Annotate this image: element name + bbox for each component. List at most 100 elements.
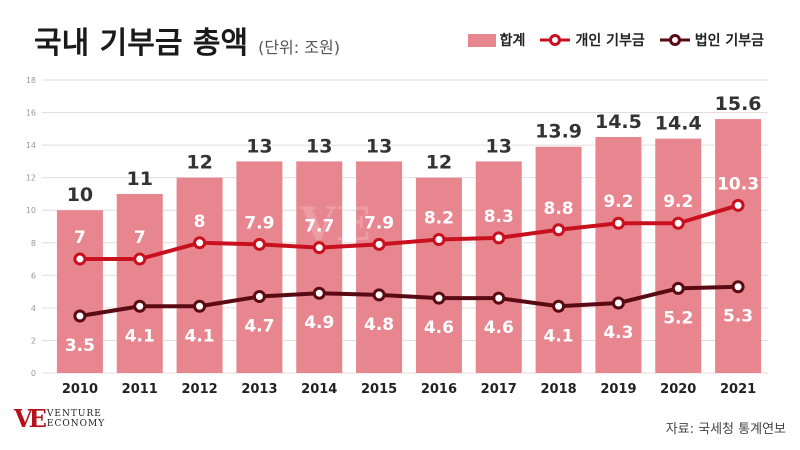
marker-corporate — [193, 299, 207, 313]
individual-value-label: 8.3 — [484, 207, 514, 227]
chart-title: 국내 기부금 총액 — [34, 26, 249, 61]
marker-corporate — [312, 286, 326, 300]
corporate-value-label: 4.9 — [304, 313, 334, 333]
corporate-value-label: 4.6 — [484, 318, 514, 338]
bar-total — [296, 161, 343, 373]
y-tick-label: 12 — [26, 174, 36, 183]
logo: VE VENTURE ECONOMY — [14, 404, 105, 433]
x-tick-label: 2017 — [481, 382, 517, 397]
legend-corporate-swatch — [659, 34, 690, 46]
bar-value-label: 11 — [127, 168, 153, 190]
bar-total — [116, 193, 163, 373]
x-tick-label: 2010 — [62, 382, 98, 397]
y-tick-label: 2 — [31, 336, 36, 345]
y-tick-label: 16 — [26, 109, 36, 118]
bar-value-label: 14.5 — [595, 111, 642, 133]
x-tick-label: 2016 — [421, 382, 457, 397]
marker-corporate — [432, 291, 446, 305]
marker-individual — [252, 237, 266, 251]
individual-value-label: 10.3 — [717, 174, 759, 194]
bar-value-label: 10 — [67, 184, 93, 206]
legend-item-individual: 개인 기부금 — [539, 30, 645, 50]
legend-item-total: 합계 — [467, 30, 525, 50]
marker-corporate — [133, 299, 147, 313]
x-tick-label: 2013 — [241, 382, 277, 397]
individual-value-label: 7 — [134, 228, 146, 248]
watermark-mark: VE — [299, 197, 371, 251]
bar-total — [356, 161, 403, 373]
corporate-value-label: 4.1 — [185, 326, 215, 346]
individual-value-label: 9.2 — [663, 192, 693, 212]
logo-wordmark: VENTURE ECONOMY — [47, 409, 105, 429]
corporate-value-label: 4.7 — [244, 316, 274, 336]
title-group: 국내 기부금 총액 (단위: 조원) — [34, 18, 340, 62]
bar-value-label: 13.9 — [535, 121, 582, 143]
individual-value-label: 7.7 — [304, 217, 334, 237]
marker-individual — [552, 223, 566, 237]
y-tick-label: 0 — [31, 369, 36, 378]
y-tick-label: 14 — [26, 141, 36, 150]
marker-individual — [611, 216, 625, 230]
marker-individual — [492, 231, 506, 245]
y-tick-label: 4 — [31, 304, 36, 313]
bar-total — [415, 177, 462, 373]
marker-individual — [731, 198, 745, 212]
x-tick-label: 2012 — [181, 382, 217, 397]
legend-label-corporate: 법인 기부금 — [694, 33, 764, 49]
logo-line-2: ECONOMY — [46, 418, 106, 429]
marker-corporate — [73, 309, 87, 323]
marker-corporate — [372, 288, 386, 302]
legend-item-corporate: 법인 기부금 — [659, 30, 764, 50]
x-tick-label: 2020 — [660, 382, 696, 397]
individual-value-label: 7 — [74, 228, 86, 248]
line-corporate — [79, 284, 739, 319]
x-tick-label: 2011 — [122, 382, 158, 397]
bar-value-label: 14.4 — [655, 113, 702, 135]
logo-line-1: VENTURE — [46, 408, 102, 419]
source-note: 자료: 국세청 통계연보 — [665, 422, 786, 437]
individual-value-label: 9.2 — [603, 192, 633, 212]
marker-individual — [432, 233, 446, 247]
marker-corporate — [252, 289, 266, 303]
bar-total — [595, 136, 642, 373]
x-tick-label: 2014 — [301, 382, 337, 397]
marker-individual — [133, 252, 147, 266]
bar-total — [56, 210, 103, 373]
y-tick-label: 18 — [26, 76, 36, 85]
y-tick-label: 8 — [31, 239, 36, 248]
legend-bar-swatch — [467, 33, 496, 47]
logo-mark: VE — [14, 404, 47, 433]
x-tick-label: 2021 — [720, 382, 756, 397]
marker-individual — [671, 216, 685, 230]
individual-value-label: 7.9 — [364, 213, 394, 233]
bar-total — [715, 119, 762, 373]
corporate-value-label: 4.1 — [544, 326, 574, 346]
corporate-value-label: 3.5 — [65, 336, 95, 356]
marker-individual — [372, 237, 386, 251]
bar-value-label: 13 — [366, 135, 392, 157]
line-individual — [79, 203, 739, 262]
individual-value-label: 8.8 — [544, 199, 574, 219]
unit-label: (단위: 조원) — [258, 38, 340, 57]
marker-individual — [312, 241, 326, 255]
marker-corporate — [731, 280, 745, 294]
bar-total — [655, 138, 702, 373]
y-tick-label: 6 — [31, 271, 36, 280]
x-tick-label: 2018 — [540, 382, 576, 397]
individual-value-label: 7.9 — [244, 213, 274, 233]
x-tick-label: 2019 — [600, 382, 636, 397]
marker-corporate — [552, 299, 566, 313]
marker-individual — [193, 236, 207, 250]
bar-total — [236, 161, 283, 373]
bar-value-label: 13 — [246, 135, 272, 157]
corporate-value-label: 4.8 — [364, 315, 394, 335]
bar-value-label: 12 — [426, 152, 452, 174]
bar-total — [176, 177, 223, 373]
bar-value-label: 13 — [306, 135, 332, 157]
corporate-value-label: 5.3 — [723, 307, 753, 327]
individual-value-label: 8 — [194, 212, 206, 232]
marker-individual — [73, 252, 87, 266]
corporate-value-label: 4.3 — [603, 323, 633, 343]
bar-total — [475, 161, 522, 373]
